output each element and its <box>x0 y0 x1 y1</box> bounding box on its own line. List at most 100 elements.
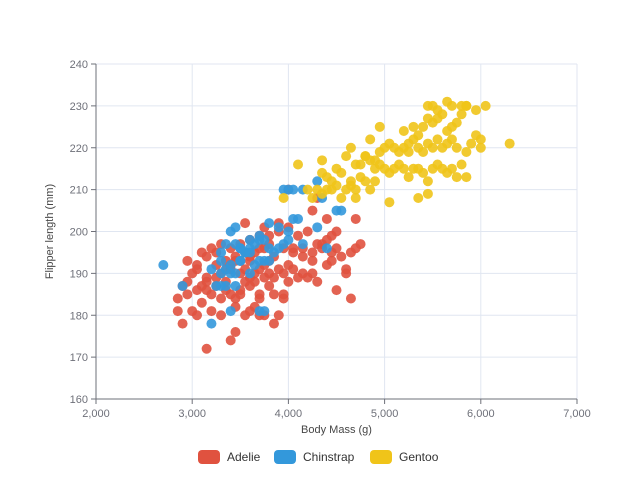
legend-item-adelie[interactable]: Adelie <box>198 450 261 464</box>
data-point-adelie <box>196 247 207 258</box>
data-point-chinstrap <box>216 255 227 266</box>
legend-item-chinstrap[interactable]: Chinstrap <box>274 450 355 464</box>
data-point-gentoo <box>336 193 347 203</box>
legend: Adelie Chinstrap Gentoo <box>198 450 439 464</box>
data-point-adelie <box>182 255 193 266</box>
y-tick-label: 240 <box>70 59 88 71</box>
y-tick-label: 180 <box>70 310 88 322</box>
legend-swatch-chinstrap <box>274 450 296 464</box>
data-point-gentoo <box>418 121 429 132</box>
data-point-adelie <box>278 268 289 279</box>
data-point-gentoo <box>345 180 356 191</box>
data-point-gentoo <box>403 146 414 157</box>
data-point-adelie <box>268 289 279 300</box>
data-point-gentoo <box>446 134 457 145</box>
data-point-gentoo <box>461 172 472 183</box>
data-point-gentoo <box>432 134 443 145</box>
data-point-gentoo <box>461 146 472 157</box>
data-point-chinstrap <box>230 222 241 233</box>
data-point-gentoo <box>475 134 486 145</box>
y-tick-label: 160 <box>70 394 88 406</box>
data-point-adelie <box>264 280 275 291</box>
data-point-chinstrap <box>244 268 255 279</box>
data-points <box>158 96 515 354</box>
data-point-chinstrap <box>297 239 308 250</box>
data-point-chinstrap <box>216 247 227 258</box>
data-point-gentoo <box>365 184 376 195</box>
data-point-gentoo <box>293 159 304 170</box>
data-point-gentoo <box>451 172 462 183</box>
x-tick-label: 7,000 <box>563 408 591 420</box>
data-point-adelie <box>307 247 318 258</box>
data-point-adelie <box>264 268 275 279</box>
data-point-gentoo <box>403 172 414 183</box>
y-tick-label: 230 <box>70 101 88 113</box>
data-point-adelie <box>278 293 289 304</box>
data-point-chinstrap <box>177 280 188 291</box>
data-point-chinstrap <box>273 222 284 233</box>
data-point-gentoo <box>446 163 457 174</box>
data-point-gentoo <box>408 121 419 132</box>
data-point-adelie <box>297 251 308 262</box>
x-tick-label: 4,000 <box>275 408 303 420</box>
data-point-adelie <box>302 272 313 283</box>
data-point-gentoo <box>369 155 380 166</box>
y-tick-label: 210 <box>70 185 88 197</box>
data-point-gentoo <box>456 109 467 120</box>
data-point-gentoo <box>355 159 366 170</box>
data-point-chinstrap <box>230 268 241 279</box>
data-point-adelie <box>230 327 241 337</box>
data-point-gentoo <box>451 142 462 153</box>
data-point-chinstrap <box>235 243 246 254</box>
data-point-gentoo <box>456 159 467 170</box>
data-point-chinstrap <box>244 234 255 245</box>
data-point-chinstrap <box>259 306 270 317</box>
data-point-gentoo <box>418 167 429 178</box>
data-point-adelie <box>254 293 265 304</box>
data-point-adelie <box>268 318 279 329</box>
data-point-adelie <box>240 218 251 229</box>
data-point-adelie <box>201 272 212 283</box>
grid <box>95 63 578 400</box>
series-chinstrap <box>158 176 347 329</box>
y-tick-label: 220 <box>70 143 88 155</box>
data-point-gentoo <box>307 193 318 203</box>
data-point-chinstrap <box>321 243 332 254</box>
data-point-adelie <box>206 243 217 254</box>
data-point-gentoo <box>360 151 371 162</box>
data-point-gentoo <box>374 121 385 132</box>
data-point-adelie <box>312 276 323 287</box>
data-point-gentoo <box>326 176 337 187</box>
data-point-chinstrap <box>283 226 294 237</box>
data-point-gentoo <box>341 151 352 162</box>
data-point-adelie <box>307 255 318 266</box>
data-point-chinstrap <box>283 234 294 245</box>
data-point-gentoo <box>384 197 395 208</box>
data-point-gentoo <box>317 155 328 166</box>
data-point-gentoo <box>365 134 376 145</box>
legend-item-gentoo[interactable]: Gentoo <box>370 450 439 464</box>
data-point-gentoo <box>504 138 515 149</box>
data-point-adelie <box>225 335 236 346</box>
data-point-adelie <box>350 213 361 224</box>
data-point-adelie <box>288 264 299 275</box>
data-point-adelie <box>196 297 207 308</box>
axes: 2,000 3,000 4,000 5,000 6,000 7,000 160 170 180 1… <box>70 59 591 420</box>
data-point-adelie <box>283 276 294 287</box>
data-point-gentoo <box>427 142 438 153</box>
legend-label-adelie: Adelie <box>227 450 261 464</box>
data-point-adelie <box>192 285 203 296</box>
data-point-gentoo <box>422 176 433 187</box>
data-point-adelie <box>288 243 299 254</box>
data-point-chinstrap <box>312 222 323 233</box>
data-point-adelie <box>172 293 183 304</box>
series-gentoo <box>278 96 515 208</box>
data-point-gentoo <box>432 105 443 116</box>
data-point-gentoo <box>470 105 481 116</box>
data-point-adelie <box>235 289 246 300</box>
data-point-adelie <box>206 306 217 317</box>
data-point-adelie <box>307 205 318 216</box>
data-point-chinstrap <box>230 280 241 291</box>
data-point-chinstrap <box>293 213 304 224</box>
